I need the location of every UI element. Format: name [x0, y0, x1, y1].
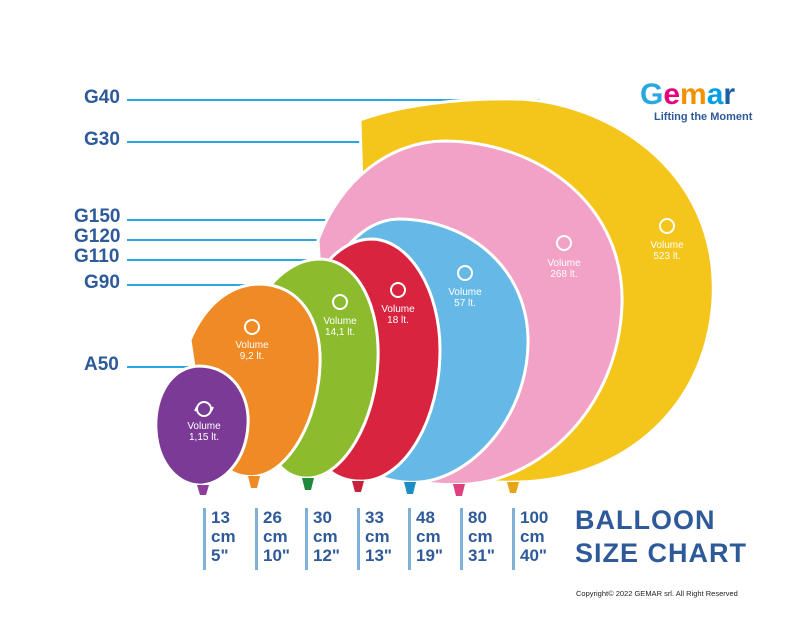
- logo-letter: m: [680, 78, 707, 111]
- refresh-icon: [244, 319, 260, 335]
- logo-letter: r: [723, 78, 736, 111]
- refresh-icon: [457, 265, 473, 281]
- knot-g110: [302, 478, 314, 490]
- logo-letter: G: [640, 78, 664, 111]
- knot-g120: [352, 481, 364, 492]
- volume-g120: Volume 18 lt.: [381, 304, 415, 326]
- chart-title-line2: SIZE CHART: [575, 538, 747, 568]
- logo-tagline: Lifting the Moment: [654, 111, 753, 123]
- knot-g30: [453, 484, 465, 496]
- volume-g110: Volume 14,1 lt.: [323, 316, 357, 338]
- logo-letter: e: [663, 78, 681, 111]
- copyright: Copyright© 2022 GEMAR srl. All Right Res…: [576, 589, 738, 598]
- size-column-g150: 48 cm 19": [408, 508, 460, 570]
- size-column-g30: 80 cm 31": [460, 508, 512, 570]
- size-column-g110: 30 cm 12": [305, 508, 357, 570]
- volume-g150: Volume 57 lt.: [448, 287, 482, 309]
- volume-a50: Volume 1,15 lt.: [187, 421, 221, 443]
- volume-g30: Volume 268 lt.: [547, 258, 581, 280]
- refresh-icon: [556, 235, 572, 251]
- size-column-a50: 13 cm 5": [203, 508, 255, 570]
- refresh-icon: [659, 218, 675, 234]
- size-label-g110: G110: [74, 246, 120, 267]
- refresh-icon: [332, 294, 348, 310]
- refresh-icon: [390, 282, 406, 298]
- size-label-g30: G30: [84, 129, 120, 150]
- size-column-g120: 33 cm 13": [357, 508, 409, 570]
- size-label-g120: G120: [74, 226, 121, 247]
- knot-g90: [248, 476, 260, 488]
- knot-g40: [507, 482, 519, 493]
- size-label-g90: G90: [84, 272, 120, 293]
- logo-letter: a: [706, 78, 724, 111]
- volume-g40: Volume 523 lt.: [650, 240, 684, 262]
- size-label-g150: G150: [74, 206, 121, 227]
- balloon-a50: [154, 364, 250, 495]
- size-column-g40: 100 cm 40": [512, 508, 564, 570]
- knot-g150: [404, 482, 416, 494]
- size-label-g40: G40: [84, 87, 120, 108]
- refresh-icon: [194, 401, 214, 417]
- gemar-logo: Gemar: [640, 78, 735, 112]
- chart-title-line1: BALLOON: [575, 505, 716, 535]
- knot-a50: [197, 485, 209, 495]
- size-label-a50: A50: [84, 354, 119, 375]
- volume-g90: Volume 9,2 lt.: [235, 340, 269, 362]
- size-column-g90: 26 cm 10": [255, 508, 307, 570]
